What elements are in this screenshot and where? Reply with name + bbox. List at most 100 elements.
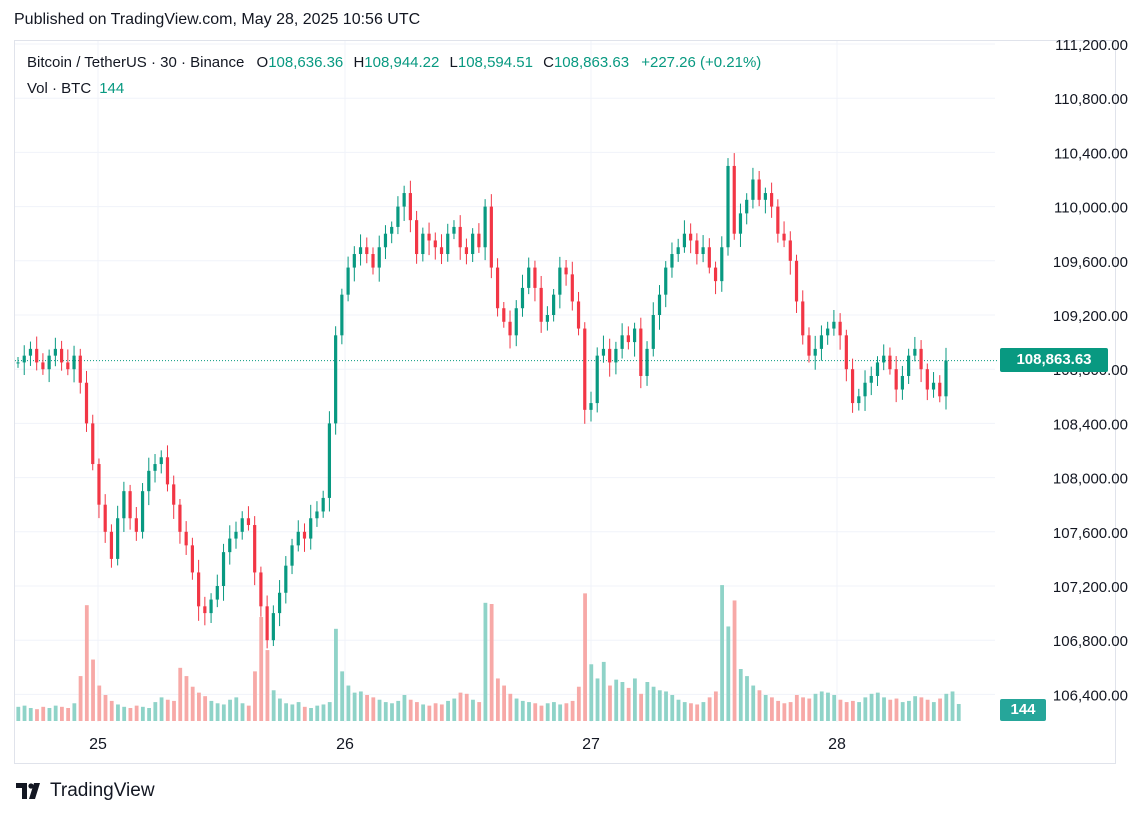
candle-body: [408, 193, 412, 221]
y-tick-label: 111,200.00: [1055, 37, 1128, 54]
volume-bar: [109, 700, 114, 721]
candle-body: [334, 335, 338, 424]
volume-bar: [53, 705, 58, 721]
candle-body: [383, 233, 388, 248]
volume-bar: [340, 671, 345, 721]
candle-body: [701, 247, 705, 255]
candle-body: [651, 315, 655, 349]
volume-bar: [813, 693, 818, 721]
candle-body: [514, 308, 518, 336]
candle-body: [900, 375, 905, 390]
volume-bar: [620, 682, 625, 721]
candle-body: [726, 165, 730, 248]
volume-bar: [595, 678, 600, 721]
volume-bar: [165, 699, 170, 721]
volume-bar: [676, 699, 681, 721]
chart-frame: [14, 40, 1116, 764]
ohlc-legend: Bitcoin / TetherUS · 30 · Binance O108,6…: [27, 54, 761, 71]
candle-body: [720, 247, 724, 282]
tradingview-logo[interactable]: TradingView: [16, 780, 155, 802]
candle-body: [221, 552, 226, 586]
volume-bar: [670, 695, 675, 721]
x-tick-label: 28: [828, 736, 846, 753]
candle-body: [78, 355, 82, 383]
volume-bar: [66, 708, 71, 721]
candle-body: [850, 369, 855, 404]
volume-bar: [240, 703, 245, 721]
volume-bar: [91, 659, 95, 721]
volume-bar: [875, 692, 880, 721]
candle-body: [302, 531, 307, 539]
candle-body: [464, 247, 469, 255]
volume-bar: [533, 703, 538, 721]
candle-body: [807, 335, 811, 356]
candle-body: [228, 538, 232, 553]
volume-bar: [888, 699, 893, 721]
y-tick-label: 109,200.00: [1053, 308, 1128, 325]
volume-bar: [259, 617, 264, 721]
candle-body: [533, 267, 537, 288]
candle-body: [203, 606, 207, 614]
candle-body: [66, 362, 70, 370]
candle-body: [626, 335, 630, 343]
candle-body: [857, 396, 861, 404]
symbol-label[interactable]: Bitcoin / TetherUS · 30 · Binance: [27, 54, 245, 71]
volume-bar: [614, 679, 619, 721]
candle-body: [757, 179, 761, 200]
candle-body: [925, 369, 929, 390]
volume-bar: [919, 697, 924, 721]
candle-body: [103, 504, 107, 532]
volume-bar: [396, 700, 401, 721]
candle-body: [346, 267, 350, 295]
volume-bar: [601, 661, 606, 721]
y-tick-label: 110,400.00: [1054, 145, 1128, 162]
candle-body: [732, 165, 736, 234]
volume-bar: [857, 702, 862, 721]
volume-bar: [913, 696, 918, 721]
volume-bar: [271, 690, 276, 721]
low-label: L: [449, 54, 458, 71]
candle-body: [109, 531, 114, 559]
candle-body: [91, 423, 95, 465]
candle-body: [72, 355, 76, 370]
volume-bar: [819, 691, 824, 721]
candle-body: [545, 315, 549, 322]
volume-bar: [346, 685, 351, 721]
volume-bar: [215, 703, 220, 721]
volume-bar: [651, 686, 656, 721]
candle-body: [147, 470, 151, 492]
volume-bar: [197, 692, 201, 721]
volume-bar: [545, 703, 550, 721]
volume-bar: [807, 698, 812, 721]
volume-bar: [707, 697, 712, 721]
close-value: 108,863.63: [553, 54, 630, 71]
volume-bar: [408, 699, 413, 721]
candle-body: [427, 233, 431, 241]
candle-body: [246, 518, 251, 526]
candle-body: [402, 193, 406, 207]
volume-bar: [84, 605, 89, 721]
volume-bar: [608, 685, 612, 721]
volume-bar: [564, 703, 569, 721]
y-tick-label: 110,800.00: [1054, 91, 1128, 108]
volume-bar: [738, 669, 743, 721]
low-value: 108,594.51: [457, 54, 533, 71]
volume-bar: [514, 698, 519, 721]
candle-body: [134, 518, 138, 532]
candle-body: [751, 179, 755, 200]
volume-label[interactable]: Vol · BTC: [27, 80, 92, 97]
candle-body: [321, 497, 325, 512]
volume-bar: [290, 704, 295, 721]
candle-body: [595, 355, 599, 404]
volume-bar: [788, 702, 793, 721]
volume-bar: [41, 706, 46, 721]
candle-body: [377, 247, 381, 268]
candle-body: [165, 457, 170, 485]
last-price-tag: 108,863.63: [1000, 348, 1108, 372]
candle-body: [713, 267, 718, 282]
volume-bar: [358, 691, 363, 721]
volume-bar: [701, 702, 706, 721]
brand-name: TradingView: [50, 780, 155, 801]
candle-body: [358, 247, 363, 255]
